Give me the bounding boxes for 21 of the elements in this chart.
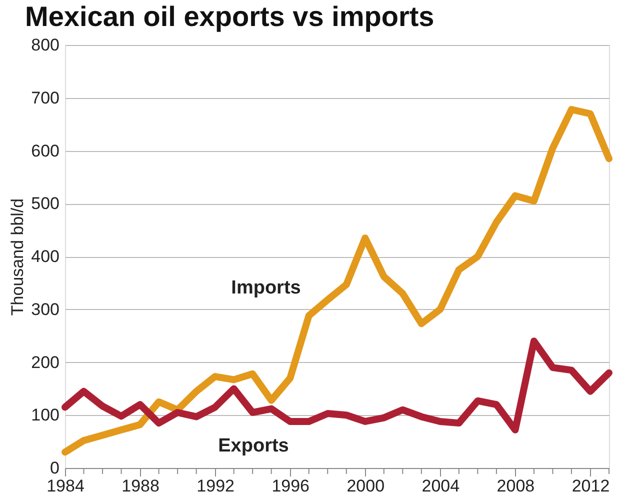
y-tick-label: 100 (31, 406, 60, 425)
x-tick-label: 1992 (196, 476, 234, 496)
y-tick-label: 200 (31, 352, 60, 372)
x-tick-label: 2008 (496, 476, 535, 496)
x-tick-label: 1996 (272, 476, 310, 496)
x-tick-label: 1988 (122, 476, 160, 496)
y-tick-label: 600 (31, 141, 60, 160)
series-label: Exports (218, 435, 289, 456)
y-tick-label: 400 (31, 247, 60, 266)
y-axis-title: Thousand bbl/d (8, 198, 28, 316)
chart-title: Mexican oil exports vs imports (25, 1, 434, 32)
y-tick-label: 300 (31, 300, 60, 319)
x-tick-label: 2012 (572, 476, 610, 496)
x-tick-label: 1984 (46, 476, 84, 496)
series-label: Imports (231, 278, 301, 299)
y-tick-label: 0 (50, 458, 60, 478)
x-tick-label: 2004 (422, 476, 460, 496)
x-tick-label: 2000 (346, 476, 385, 496)
y-tick-label: 500 (31, 194, 60, 214)
y-tick-label: 700 (31, 88, 60, 108)
y-tick-label: 800 (31, 36, 60, 54)
